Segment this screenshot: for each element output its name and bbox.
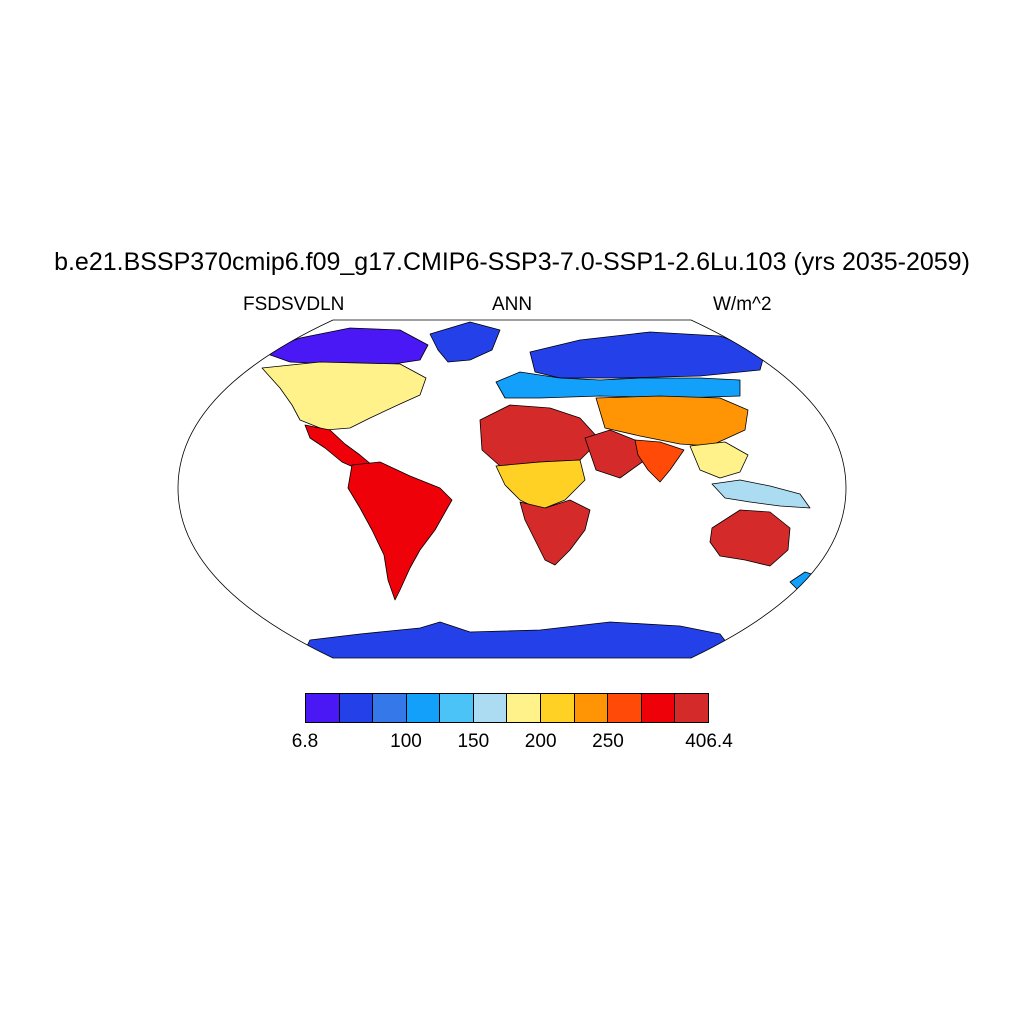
units-label: W/m^2	[713, 294, 772, 315]
colorbar-box	[372, 693, 407, 723]
region-northern-europe	[495, 371, 741, 399]
colorbar-tick-label: 200	[524, 731, 557, 752]
plot-title: b.e21.BSSP370cmip6.f09_g17.CMIP6-SSP3-7.…	[54, 248, 970, 276]
region-central-america	[304, 424, 373, 471]
region-siberia	[529, 331, 766, 379]
map-border	[177, 319, 847, 659]
season-label: ANN	[491, 294, 533, 315]
colorbar-box	[405, 693, 441, 723]
colorbar-tick-label: 6.8	[291, 731, 319, 752]
region-arctic-canada	[261, 327, 429, 367]
region-australia	[709, 509, 791, 567]
colorbar-box	[607, 693, 642, 723]
region-south-america	[347, 461, 453, 601]
region-north-america	[261, 361, 427, 431]
region-india	[634, 439, 685, 483]
colorbar-tick-label: 406.4	[685, 731, 733, 752]
colorbar-box	[540, 693, 575, 723]
region-southern-africa	[519, 499, 591, 566]
colorbar-tick-label: 150	[457, 731, 490, 752]
colorbar-box	[640, 693, 676, 723]
colorbar-box	[338, 693, 374, 723]
colorbar-tick-label: 100	[390, 731, 422, 752]
region-central-africa	[495, 459, 586, 511]
region-antarctica	[299, 621, 741, 658]
region-arabian-peninsula	[584, 429, 646, 479]
region-new-zealand	[789, 571, 819, 591]
variable-label: FSDSVDLN	[243, 294, 345, 315]
region-central-asia	[595, 395, 749, 447]
colorbar-box	[674, 693, 709, 723]
colorbar-box	[305, 693, 340, 723]
colorbar-box	[506, 693, 542, 723]
region-sahara	[479, 404, 601, 467]
region-southeast-asia	[689, 441, 749, 479]
region-greenland	[429, 321, 501, 363]
colorbar-box	[472, 693, 508, 723]
colorbar-box	[573, 693, 609, 723]
region-indonesia	[711, 479, 811, 509]
colorbar-box	[439, 693, 474, 723]
colorbar	[305, 693, 709, 723]
colorbar-tick-label: 250	[592, 731, 624, 752]
